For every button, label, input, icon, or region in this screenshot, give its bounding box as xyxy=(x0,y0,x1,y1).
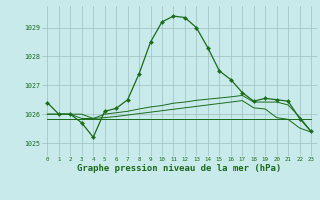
X-axis label: Graphe pression niveau de la mer (hPa): Graphe pression niveau de la mer (hPa) xyxy=(77,164,281,173)
